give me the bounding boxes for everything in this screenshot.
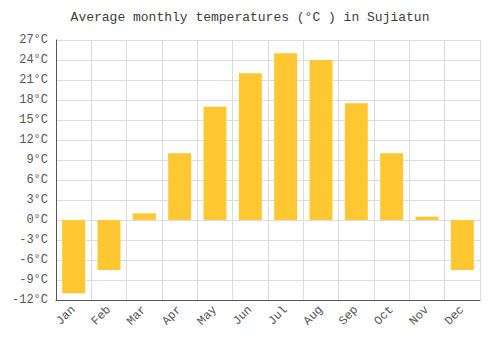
svg-text:Sep: Sep <box>336 303 361 328</box>
svg-text:Average monthly temperatures (: Average monthly temperatures (°C ) in Su… <box>71 10 430 25</box>
svg-text:May: May <box>195 303 220 328</box>
svg-text:15°C: 15°C <box>19 113 48 127</box>
svg-text:12°C: 12°C <box>19 133 48 147</box>
svg-text:27°C: 27°C <box>19 33 48 47</box>
svg-text:-3°C: -3°C <box>19 233 48 247</box>
svg-text:24°C: 24°C <box>19 53 48 67</box>
svg-text:Aug: Aug <box>301 303 326 328</box>
svg-text:21°C: 21°C <box>19 73 48 87</box>
svg-text:0°C: 0°C <box>26 213 48 227</box>
svg-text:18°C: 18°C <box>19 93 48 107</box>
svg-text:Nov: Nov <box>407 303 432 328</box>
svg-text:-9°C: -9°C <box>19 273 48 287</box>
svg-text:Mar: Mar <box>124 303 149 328</box>
svg-text:-12°C: -12°C <box>12 293 48 307</box>
svg-text:Jun: Jun <box>230 303 255 328</box>
svg-text:Apr: Apr <box>159 303 184 328</box>
svg-text:Jul: Jul <box>265 303 290 328</box>
svg-text:Oct: Oct <box>371 303 396 328</box>
svg-text:3°C: 3°C <box>26 193 48 207</box>
svg-text:-6°C: -6°C <box>19 253 48 267</box>
svg-text:Dec: Dec <box>442 303 467 328</box>
svg-text:Feb: Feb <box>89 303 114 328</box>
svg-text:6°C: 6°C <box>26 173 48 187</box>
svg-text:9°C: 9°C <box>26 153 48 167</box>
svg-text:Jan: Jan <box>53 303 78 328</box>
